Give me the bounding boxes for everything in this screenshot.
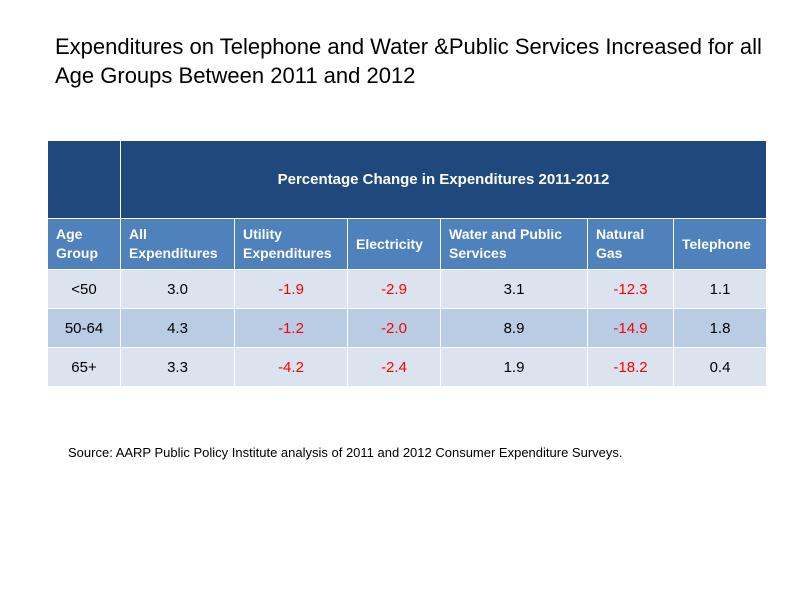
- header-telephone: Telephone: [673, 218, 767, 270]
- cell-age-group: <50: [47, 269, 121, 309]
- header-utility-expenditures: Utility Expenditures: [234, 218, 348, 270]
- cell-water: 8.9: [440, 308, 588, 348]
- header-natural-gas: Natural Gas: [587, 218, 674, 270]
- cell-gas: -18.2: [587, 347, 674, 387]
- cell-telephone: 1.1: [673, 269, 767, 309]
- cell-age-group: 50-64: [47, 308, 121, 348]
- table-banner: Percentage Change in Expenditures 2011-2…: [120, 140, 767, 219]
- banner-empty-cell: [47, 140, 121, 219]
- cell-electricity: -2.9: [347, 269, 441, 309]
- table-header-row: Age Group All Expenditures Utility Expen…: [47, 218, 767, 270]
- header-all-expenditures: All Expenditures: [120, 218, 235, 270]
- cell-water: 3.1: [440, 269, 588, 309]
- slide-title: Expenditures on Telephone and Water &Pub…: [55, 34, 762, 88]
- header-age-group: Age Group: [47, 218, 121, 270]
- cell-utility: -4.2: [234, 347, 348, 387]
- cell-all: 3.0: [120, 269, 235, 309]
- cell-age-group: 65+: [47, 347, 121, 387]
- table-banner-row: Percentage Change in Expenditures 2011-2…: [47, 140, 767, 219]
- source-note: Source: AARP Public Policy Institute ana…: [68, 445, 623, 460]
- table-row: 65+ 3.3 -4.2 -2.4 1.9 -18.2 0.4: [47, 347, 767, 387]
- cell-all: 3.3: [120, 347, 235, 387]
- cell-telephone: 1.8: [673, 308, 767, 348]
- table-row: 50-64 4.3 -1.2 -2.0 8.9 -14.9 1.8: [47, 308, 767, 348]
- table-row: <50 3.0 -1.9 -2.9 3.1 -12.3 1.1: [47, 269, 767, 309]
- cell-telephone: 0.4: [673, 347, 767, 387]
- header-water-public-services: Water and Public Services: [440, 218, 588, 270]
- cell-electricity: -2.4: [347, 347, 441, 387]
- header-electricity: Electricity: [347, 218, 441, 270]
- cell-water: 1.9: [440, 347, 588, 387]
- cell-all: 4.3: [120, 308, 235, 348]
- cell-utility: -1.9: [234, 269, 348, 309]
- expenditure-table: Percentage Change in Expenditures 2011-2…: [47, 140, 767, 387]
- cell-utility: -1.2: [234, 308, 348, 348]
- cell-electricity: -2.0: [347, 308, 441, 348]
- cell-gas: -12.3: [587, 269, 674, 309]
- cell-gas: -14.9: [587, 308, 674, 348]
